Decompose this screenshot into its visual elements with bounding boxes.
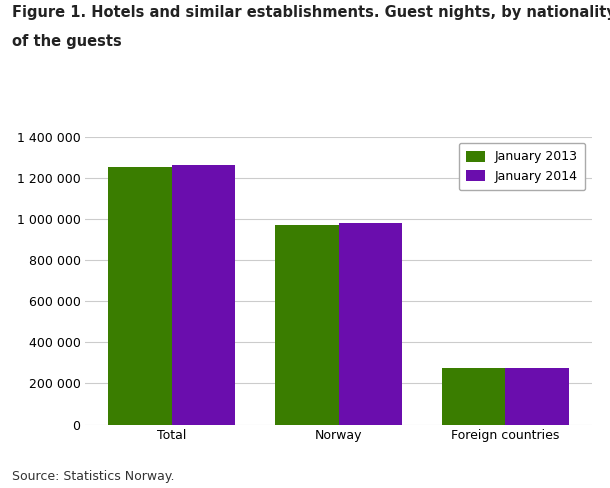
Bar <box>172 165 235 425</box>
Text: of the guests: of the guests <box>12 34 122 49</box>
Bar <box>442 368 505 425</box>
Text: Source: Statistics Norway.: Source: Statistics Norway. <box>12 470 174 483</box>
Legend: January 2013, January 2014: January 2013, January 2014 <box>459 143 586 190</box>
Bar <box>505 368 569 425</box>
Text: Figure 1. Hotels and similar establishments. Guest nights, by nationality: Figure 1. Hotels and similar establishme… <box>12 5 610 20</box>
Bar <box>109 167 172 425</box>
Bar <box>275 224 339 425</box>
Bar <box>339 223 402 425</box>
